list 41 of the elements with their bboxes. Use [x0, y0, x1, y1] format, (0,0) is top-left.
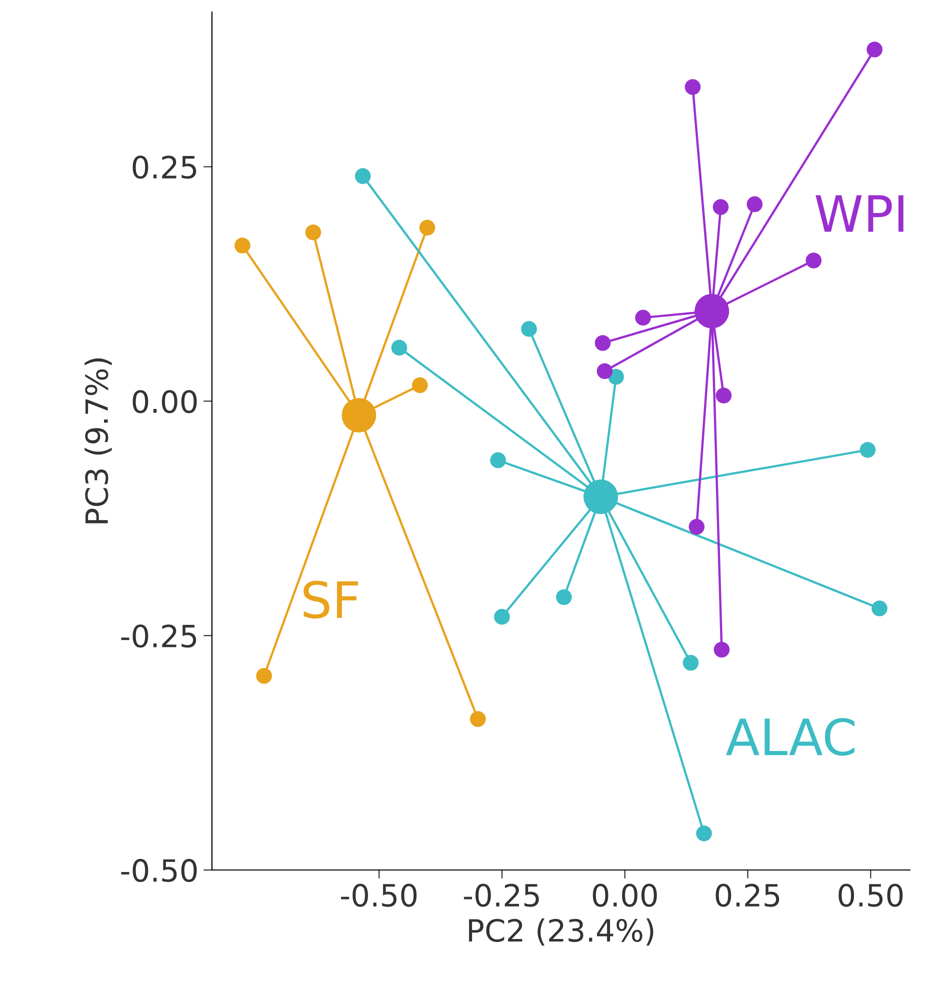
point [391, 340, 408, 356]
point [688, 518, 705, 535]
point [594, 335, 611, 351]
point [556, 589, 572, 606]
series-label: ALAC [726, 718, 854, 756]
point [234, 238, 250, 254]
point [635, 310, 651, 326]
point [682, 654, 699, 671]
series-label: WPI [816, 195, 904, 232]
y-tick-label: 0.25 [132, 156, 196, 179]
point [596, 363, 613, 380]
point [866, 42, 882, 58]
y-tick-label: -0.25 [121, 624, 196, 648]
point [419, 220, 436, 236]
point [256, 668, 272, 684]
point [494, 608, 510, 625]
x-tick-label: -0.50 [341, 884, 417, 907]
point [490, 452, 506, 468]
point [521, 321, 537, 337]
point [354, 168, 371, 184]
x-tick-label: 0.50 [838, 884, 903, 907]
y-tick-label: -0.50 [121, 858, 197, 882]
point [712, 199, 729, 215]
series-label: SF [304, 580, 358, 619]
point [746, 196, 763, 212]
point [696, 826, 712, 842]
x-axis-title: PC2 (23.4%) [469, 918, 654, 946]
x-tick-label: -0.25 [464, 884, 539, 907]
point [684, 79, 701, 95]
point [806, 252, 822, 268]
point [412, 377, 428, 394]
point [860, 442, 876, 458]
y-axis-title: PC3 (9.7%) [84, 358, 112, 524]
x-tick-label: 0.25 [716, 884, 780, 907]
point [714, 642, 730, 658]
point [872, 600, 888, 616]
y-tick-label: 0.00 [132, 390, 197, 414]
x-tick-label: 0.00 [592, 884, 657, 907]
point [716, 388, 732, 404]
point [470, 711, 486, 727]
point [305, 224, 322, 240]
